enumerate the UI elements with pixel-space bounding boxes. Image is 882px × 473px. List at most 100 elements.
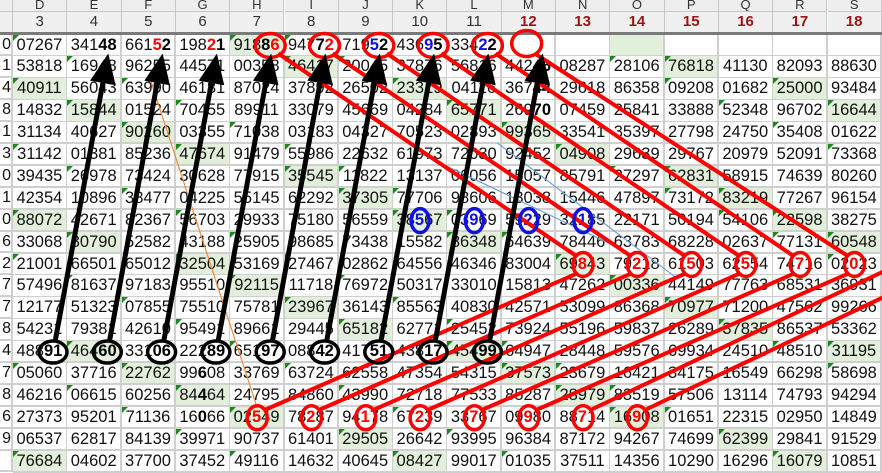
row-header[interactable]: 8 [0,319,13,341]
cell-q-9[interactable]: 02637 [719,232,774,254]
cell-l-15[interactable]: 54315 [447,363,502,385]
cell-l-8[interactable]: 03969 [447,210,502,232]
cell-h-3[interactable]: 89911 [230,100,285,122]
cell-p-8[interactable]: 50194 [665,210,720,232]
cell-n-18[interactable]: 87172 [556,429,611,451]
cell-i-8[interactable]: 75180 [285,210,340,232]
cell-o-14[interactable]: 59576 [610,341,665,363]
cell-r-6[interactable]: 74639 [773,166,828,188]
cell-s-10[interactable]: 02023 [828,254,882,276]
cell-e-7[interactable]: 10896 [67,188,122,210]
cell-q-12[interactable]: 71200 [719,297,774,319]
column-header-i[interactable]: I [285,0,339,12]
cell-j-9[interactable]: 73438 [339,232,394,254]
cell-h-16[interactable]: 24795 [230,385,285,407]
row-header[interactable]: 2 [0,254,13,276]
cell-k-16[interactable]: 72718 [393,385,448,407]
cell-h-19[interactable]: 49116 [230,451,285,473]
cell-q-6[interactable]: 58915 [719,166,774,188]
row-header[interactable]: 4 [0,78,13,100]
cell-m-0[interactable] [502,35,557,57]
column-header-partial[interactable] [0,0,13,12]
cell-s-14[interactable]: 31195 [828,341,882,363]
cell-e-4[interactable]: 40627 [67,122,122,144]
cell-r-14[interactable]: 48510 [773,341,828,363]
cell-j-2[interactable]: 26502 [339,78,394,100]
cell-q-3[interactable]: 52348 [719,100,774,122]
cell-m-13[interactable]: 73924 [502,319,557,341]
row-header[interactable]: 0 [0,166,13,188]
cell-l-0[interactable]: 33422 [447,35,502,57]
cell-s-19[interactable]: 10851 [828,451,882,473]
cell-l-1[interactable]: 56816 [447,56,502,78]
cell-g-17[interactable]: 16066 [176,407,231,429]
cell-i-5[interactable]: 55986 [285,144,340,166]
cell-s-0[interactable] [828,35,882,57]
row-header[interactable]: 7 [0,275,13,297]
cell-f-19[interactable]: 37700 [122,451,177,473]
cell-j-8[interactable]: 56559 [339,210,394,232]
cell-j-14[interactable]: 41751 [339,341,394,363]
cell-f-7[interactable]: 38477 [122,188,177,210]
column-header-r[interactable]: R [773,0,827,12]
cell-e-1[interactable]: 16948 [67,56,122,78]
cell-f-8[interactable]: 82367 [122,210,177,232]
cell-o-12[interactable]: 86368 [610,297,665,319]
cell-h-15[interactable]: 33769 [230,363,285,385]
cell-q-14[interactable]: 24510 [719,341,774,363]
cell-g-2[interactable]: 46181 [176,78,231,100]
column-header-o[interactable]: O [610,0,664,12]
cell-m-16[interactable]: 85287 [502,385,557,407]
cell-p-0[interactable] [665,35,720,57]
cell-k-9[interactable]: 15582 [393,232,448,254]
column-header-f[interactable]: F [122,0,176,12]
cell-r-11[interactable]: 68531 [773,275,828,297]
cell-l-14[interactable]: 45499 [447,341,502,363]
cell-s-17[interactable]: 14849 [828,407,882,429]
cell-o-17[interactable]: 16908 [610,407,665,429]
cell-k-19[interactable]: 08427 [393,451,448,473]
cell-i-15[interactable]: 63724 [285,363,340,385]
cell-r-17[interactable]: 02950 [773,407,828,429]
cell-k-11[interactable]: 50317 [393,275,448,297]
cell-k-18[interactable]: 26642 [393,429,448,451]
cell-e-2[interactable]: 56043 [67,78,122,100]
cell-n-0[interactable] [556,35,611,57]
cell-h-6[interactable]: 77915 [230,166,285,188]
cell-i-0[interactable]: 94772 [285,35,340,57]
cell-m-17[interactable]: 09980 [502,407,557,429]
cell-o-5[interactable]: 29639 [610,144,665,166]
cell-h-12[interactable]: 75781 [230,297,285,319]
cell-g-6[interactable]: 30628 [176,166,231,188]
cell-i-19[interactable]: 14632 [285,451,340,473]
row-header[interactable]: 1 [0,188,13,210]
cell-g-0[interactable]: 19821 [176,35,231,57]
cell-l-17[interactable]: 33767 [447,407,502,429]
cell-r-12[interactable]: 47562 [773,297,828,319]
cell-i-11[interactable]: 11718 [285,275,340,297]
cell-d-7[interactable]: 42354 [13,188,68,210]
cell-r-13[interactable]: 86537 [773,319,828,341]
cell-g-5[interactable]: 47674 [176,144,231,166]
cell-g-13[interactable]: 95491 [176,319,231,341]
row-header[interactable]: 7 [0,297,13,319]
cell-j-11[interactable]: 76972 [339,275,394,297]
cell-h-7[interactable]: 55145 [230,188,285,210]
cell-q-1[interactable]: 41130 [719,56,774,78]
cell-g-7[interactable]: 04225 [176,188,231,210]
cell-e-19[interactable]: 04602 [67,451,122,473]
cell-e-6[interactable]: 26978 [67,166,122,188]
cell-n-7[interactable]: 15446 [556,188,611,210]
cell-j-6[interactable]: 11822 [339,166,394,188]
row-header[interactable]: 7 [0,363,13,385]
cell-r-18[interactable]: 29841 [773,429,828,451]
cell-r-15[interactable]: 66298 [773,363,828,385]
cell-r-4[interactable]: 35408 [773,122,828,144]
cell-h-17[interactable]: 02549 [230,407,285,429]
cell-d-14[interactable]: 48891 [13,341,68,363]
cell-f-0[interactable]: 66152 [122,35,177,57]
cell-i-3[interactable]: 33079 [285,100,340,122]
cell-s-7[interactable]: 96154 [828,188,882,210]
cell-k-3[interactable]: 04284 [393,100,448,122]
cell-l-16[interactable]: 77533 [447,385,502,407]
